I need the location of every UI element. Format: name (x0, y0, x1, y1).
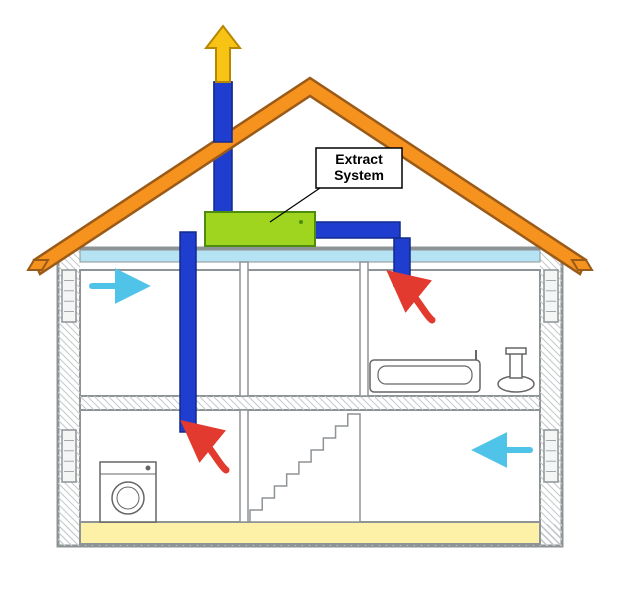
duct-left (180, 232, 196, 432)
bathtub (370, 360, 480, 392)
wall-vent (62, 430, 76, 482)
partition-wall (360, 262, 368, 396)
exhaust-arrow-icon (206, 26, 240, 82)
wall-vent (544, 430, 558, 482)
floor-slab (80, 522, 540, 544)
wall-vent (62, 270, 76, 322)
partition-wall (240, 410, 248, 522)
ceiling-band (80, 250, 540, 262)
extract-label-line1: Extract (335, 151, 383, 167)
extract-unit (205, 212, 315, 246)
extract-label-line2: System (334, 167, 384, 183)
washing-machine (100, 462, 156, 522)
partition-wall (240, 262, 248, 396)
mid-floor (80, 396, 540, 410)
wall-vent (544, 270, 558, 322)
house-ventilation-diagram: ExtractSystem (0, 0, 623, 595)
duct-run (315, 222, 400, 238)
